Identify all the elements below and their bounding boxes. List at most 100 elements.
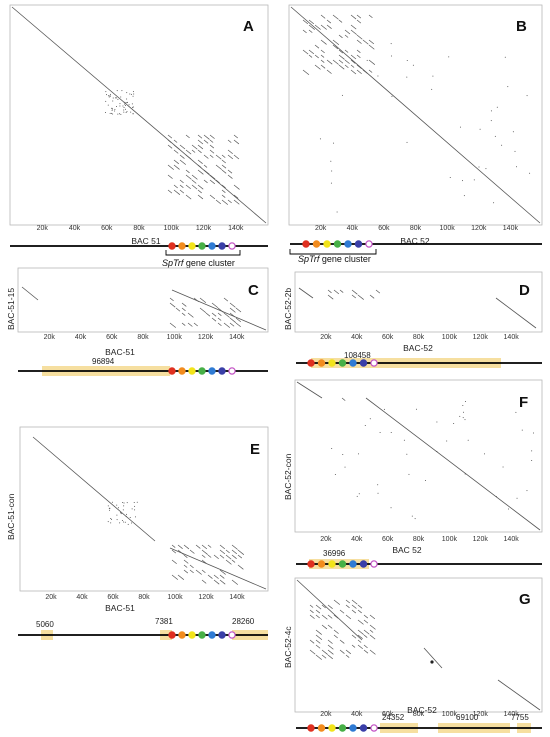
dot-mark: [129, 93, 131, 95]
dot-mark: [459, 126, 461, 128]
dot-mark: [107, 505, 109, 507]
panel-g-dot: [430, 660, 434, 664]
repeat-dash: [363, 629, 370, 635]
gene-marker: [338, 560, 347, 568]
x-tick-label: 20k: [320, 536, 332, 543]
panel-f-ticks: 20k 40k 60k 80k 100k 120k 140k: [320, 536, 519, 543]
dot-mark: [516, 166, 518, 168]
repeat-dash: [185, 174, 192, 180]
gene-marker: [370, 724, 378, 732]
repeat-dash: [169, 302, 176, 308]
dot-mark: [112, 100, 114, 102]
panel-f: F BAC-52-con 20k 40k 60k 80k 100k 120k 140k BA…: [283, 379, 543, 569]
repeat-dash: [309, 604, 314, 608]
panel-a-repeat-block-small: [105, 90, 135, 115]
dot-mark: [333, 142, 335, 144]
repeat-dash: [345, 649, 352, 655]
repeat-dash: [327, 639, 333, 644]
repeat-dash: [173, 159, 179, 165]
panel-e-y-label: BAC-51-con: [6, 493, 16, 540]
repeat-dash: [315, 654, 322, 660]
repeat-dash: [351, 644, 356, 648]
gene-marker: [168, 631, 176, 639]
panel-c-short-diagonal: [21, 286, 39, 301]
dot-mark: [120, 513, 122, 515]
repeat-dash: [215, 154, 222, 160]
panel-g-segment-label-3: 7755: [511, 713, 529, 722]
panel-d-segment-label: 108458: [344, 351, 371, 360]
dot-mark: [462, 180, 464, 182]
repeat-dash: [327, 604, 333, 609]
x-tick-label: 100k: [167, 334, 183, 341]
dot-mark: [124, 103, 126, 105]
dot-mark: [369, 418, 371, 420]
repeat-dash: [314, 24, 321, 30]
repeat-dash: [309, 609, 314, 614]
dot-mark: [116, 519, 118, 521]
dot-mark: [108, 96, 110, 98]
dot-mark: [132, 106, 134, 108]
x-tick-label: 60k: [382, 711, 394, 718]
dot-mark: [411, 515, 413, 517]
panel-e-frame: [19, 426, 269, 592]
repeat-dash: [369, 629, 374, 633]
repeat-dash: [375, 289, 381, 294]
dot-mark: [111, 109, 113, 111]
dot-mark: [415, 408, 417, 410]
gene-marker: [168, 242, 176, 250]
repeat-dash: [333, 634, 338, 639]
dot-mark: [128, 104, 130, 106]
panel-g-diagonal-middle: [423, 647, 443, 669]
dot-mark: [508, 508, 510, 510]
dot-mark: [131, 508, 133, 510]
x-tick-label: 140k: [229, 334, 245, 341]
dot-mark: [122, 502, 124, 504]
repeat-dash: [369, 294, 375, 299]
repeat-dash: [356, 19, 362, 24]
repeat-dash: [327, 614, 333, 619]
dot-mark: [490, 110, 492, 112]
repeat-dash: [209, 149, 215, 154]
x-tick-label: 20k: [320, 334, 332, 341]
repeat-dash: [189, 564, 194, 569]
gene-marker: [168, 367, 176, 375]
gene-marker: [359, 359, 368, 367]
panel-f-letter: F: [519, 394, 528, 411]
gene-marker: [218, 367, 226, 375]
dot-mark: [133, 502, 135, 504]
repeat-dash: [197, 164, 202, 168]
repeat-dash: [356, 69, 362, 74]
repeat-dash: [223, 297, 229, 302]
repeat-dash: [357, 644, 363, 650]
repeat-dash: [217, 307, 224, 313]
panel-c-ticks: 20k 40k 60k 80k 100k 120k 140k: [44, 334, 245, 341]
repeat-dash: [357, 604, 363, 609]
dot-mark: [123, 109, 125, 111]
repeat-dash: [179, 189, 185, 194]
gene-marker: [208, 631, 216, 639]
repeat-dash: [368, 69, 373, 73]
repeat-dash: [229, 322, 235, 327]
gene-marker: [328, 560, 336, 568]
dot-mark: [116, 105, 118, 107]
dot-mark: [132, 95, 134, 97]
panel-g-segment-label-1: 24352: [382, 713, 405, 722]
repeat-dash: [356, 34, 363, 40]
repeat-dash: [231, 549, 238, 555]
gene-marker: [317, 724, 326, 732]
repeat-dash: [173, 149, 179, 154]
x-tick-label: 80k: [410, 225, 422, 232]
dot-mark: [526, 490, 528, 492]
repeat-dash: [227, 169, 233, 174]
dot-mark: [107, 95, 109, 97]
dot-mark: [112, 113, 114, 115]
dot-mark: [521, 429, 523, 431]
dot-mark: [105, 100, 107, 102]
dot-mark: [119, 522, 121, 524]
repeat-dash: [231, 544, 238, 550]
repeat-dash: [185, 169, 190, 174]
gene-marker: [218, 631, 226, 639]
panel-d-frame: [294, 271, 543, 333]
panel-b-ticks: 20k 40k 60k 80k 100k 120k 140k: [315, 225, 518, 232]
repeat-dash: [221, 194, 226, 198]
